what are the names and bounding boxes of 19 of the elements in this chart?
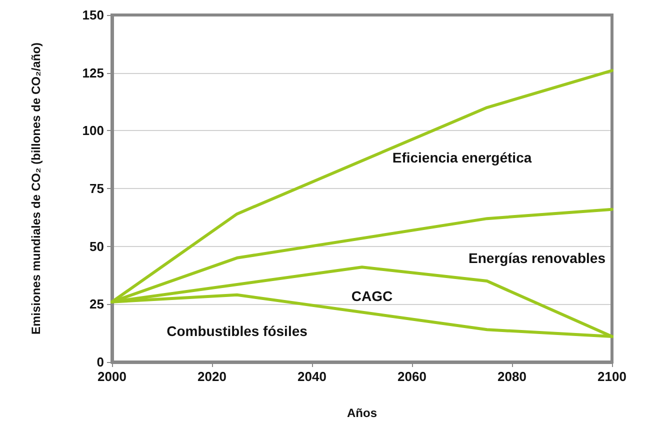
annotation: Combustibles fósiles xyxy=(166,322,308,339)
annotation: Eficiencia energética xyxy=(392,149,532,166)
x-tick-label: 2060 xyxy=(398,369,426,384)
y-tick-label: 125 xyxy=(82,65,104,80)
y-tick-label: 50 xyxy=(90,238,104,254)
x-tick-label: 2020 xyxy=(198,369,226,384)
y-tick-label: 25 xyxy=(90,296,104,312)
annotation: Energías renovables xyxy=(468,250,606,266)
y-tick-label: 150 xyxy=(82,8,104,22)
x-axis-title: Años xyxy=(347,406,378,420)
y-tick-label: 100 xyxy=(82,123,104,138)
x-tick-label: 2040 xyxy=(298,369,326,384)
y-tick-label: 0 xyxy=(96,354,104,370)
y-axis-title: Emisiones mundiales de CO₂ (billones de CO₂/año) xyxy=(29,42,43,335)
y-tick-label: 75 xyxy=(90,181,104,196)
x-tick-label: 2000 xyxy=(98,369,126,384)
x-tick-label: 2100 xyxy=(598,369,626,384)
x-tick-label: 2080 xyxy=(498,369,526,384)
annotation: CAGC xyxy=(351,288,393,304)
